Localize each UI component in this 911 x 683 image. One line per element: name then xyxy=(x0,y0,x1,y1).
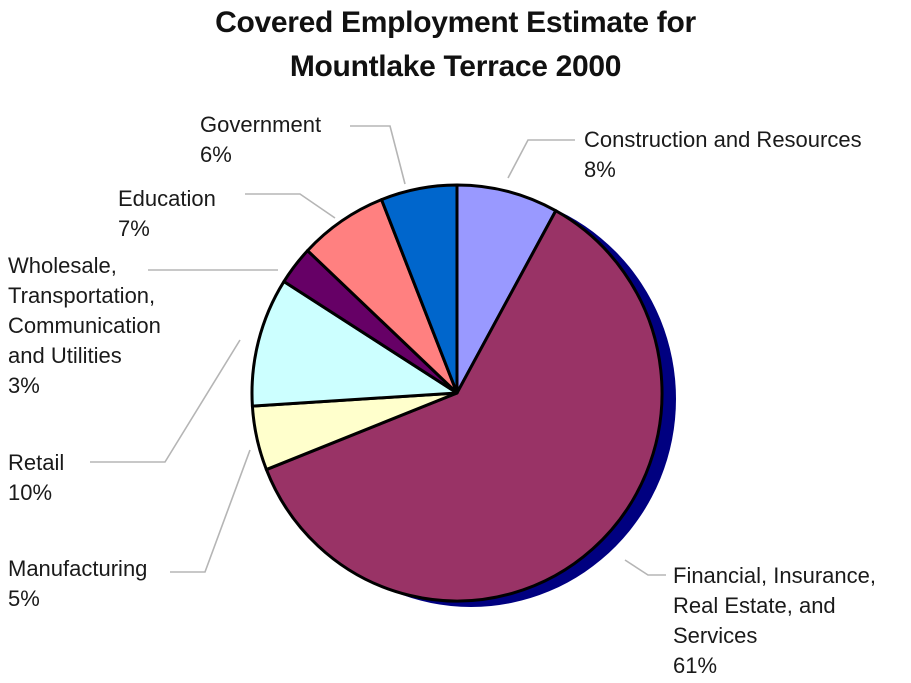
pie-slice-3 xyxy=(250,280,459,408)
slice-label-0-line-1: 8% xyxy=(584,157,616,182)
slice-label-6-line-0: Government xyxy=(200,112,321,137)
slice-label-6: Government 6% xyxy=(200,112,321,167)
chart-title-line-2: Mountlake Terrace 2000 xyxy=(289,50,622,83)
slice-label-4-line-2: Communication xyxy=(8,313,161,338)
slice-label-1-line-0: Financial, Insurance, xyxy=(673,563,876,588)
slice-label-3-line-0: Retail xyxy=(8,450,64,475)
slice-label-4-line-1: Transportation, xyxy=(8,283,155,308)
slice-label-1-line-2: Services xyxy=(673,623,757,648)
leader-line-1 xyxy=(624,559,666,576)
slice-label-4-line-0: Wholesale, xyxy=(8,253,117,278)
leader-line-3 xyxy=(90,339,241,463)
pie-slice-1 xyxy=(264,209,664,603)
slice-label-5-line-1: 7% xyxy=(118,216,150,241)
slice-label-4: Wholesale, Transportation, Communication an… xyxy=(8,253,161,398)
slice-label-5-line-0: Education xyxy=(118,186,216,211)
slice-label-1-line-3: 61% xyxy=(673,653,717,678)
pie-slice-0 xyxy=(455,183,558,395)
slice-label-3-line-1: 10% xyxy=(8,480,52,505)
slice-label-6-line-1: 6% xyxy=(200,142,232,167)
leader-line-0 xyxy=(507,139,575,179)
pie-slice-6 xyxy=(380,183,459,395)
leader-line-2 xyxy=(170,449,251,573)
slice-label-5: Education 7% xyxy=(118,186,216,241)
slice-label-2: Manufacturing 5% xyxy=(8,556,147,611)
slice-label-1-line-1: Real Estate, and xyxy=(673,593,836,618)
slice-label-3: Retail 10% xyxy=(8,450,64,505)
slice-label-0-line-0: Construction and Resources xyxy=(584,127,862,152)
slice-label-4-line-4: 3% xyxy=(8,373,40,398)
slice-label-1: Financial, Insurance, Real Estate, and Ser… xyxy=(673,563,876,678)
chart-title-line-1: Covered Employment Estimate for xyxy=(215,6,696,39)
leader-line-5 xyxy=(245,193,336,219)
slice-label-0: Construction and Resources 8% xyxy=(584,127,862,182)
slice-label-4-line-3: and Utilities xyxy=(8,343,122,368)
slice-label-2-line-1: 5% xyxy=(8,586,40,611)
leader-line-6 xyxy=(350,125,406,185)
slice-label-2-line-0: Manufacturing xyxy=(8,556,147,581)
